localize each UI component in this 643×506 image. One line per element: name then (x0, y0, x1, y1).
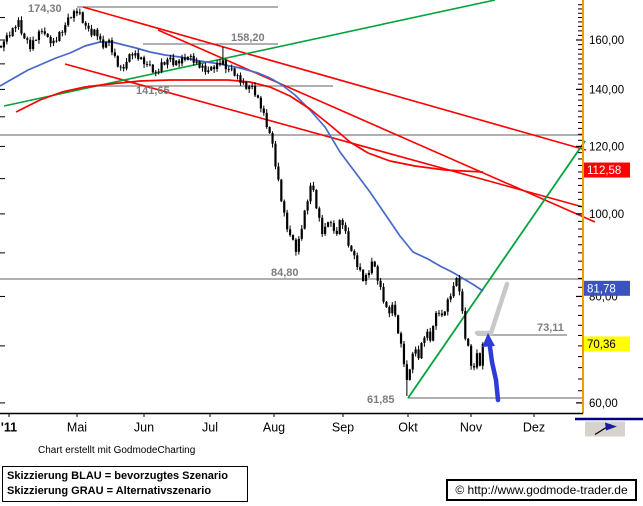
svg-text:81,78: 81,78 (587, 283, 616, 295)
axis-corner-toolbar (575, 417, 643, 437)
x-tick-label: '11 (1, 421, 17, 435)
x-tick-label: Dez (523, 421, 545, 435)
candles (0, 8, 484, 396)
downtrend-red-steep (157, 29, 596, 223)
y-tick-label: 140,00 (589, 84, 624, 96)
blue-arrowhead-icon (482, 333, 495, 347)
chart-credit-note: Chart erstellt mit GodmodeCharting (38, 445, 196, 456)
ma-red (15, 79, 484, 173)
legend-blue-scenario: Skizzierung BLAU = bevorzugtes Szenario (7, 470, 228, 482)
x-tick-label: Jul (202, 421, 218, 435)
time-axis: '11 Mai Jun Jul Aug Sep Okt Nov Dez (0, 412, 583, 435)
scenario-legend: Skizzierung BLAU = bevorzugtes Szenario … (2, 466, 248, 502)
svg-text:61,85: 61,85 (367, 394, 395, 406)
moving-averages (0, 41, 484, 292)
uptrend-green-old (3, 0, 496, 107)
svg-text:112,58: 112,58 (587, 165, 621, 177)
downtrend-red-lower (64, 63, 584, 208)
flag-icon (605, 422, 617, 431)
svg-text:70,36: 70,36 (587, 339, 616, 351)
x-tick-label: Sep (332, 421, 354, 435)
y-tick-label: 100,00 (589, 209, 624, 221)
price-level-labels: 174,30 158,20 141,65 84,80 73,11 61,85 (28, 3, 564, 406)
price-badge (584, 280, 630, 296)
svg-text:141,65: 141,65 (136, 85, 170, 97)
svg-text:174,30: 174,30 (28, 3, 62, 15)
svg-text:158,20: 158,20 (231, 32, 265, 44)
preferred-scenario-blue (487, 344, 501, 403)
svg-text:73,11: 73,11 (537, 322, 564, 334)
x-tick-label: Jun (134, 421, 154, 435)
flag-button[interactable] (585, 421, 625, 437)
price-badge (584, 336, 630, 352)
scenario-sketches (474, 281, 510, 403)
trendlines (3, 0, 596, 399)
uptrend-green-new (407, 140, 586, 399)
y-tick-label: 120,00 (589, 141, 624, 153)
y-tick-label: 60,00 (589, 398, 618, 410)
x-tick-label: Okt (398, 421, 418, 435)
legend-gray-scenario: Skizzierung GRAU = Alternativszenario (7, 485, 212, 497)
x-tick-label: Aug (263, 421, 285, 435)
y-tick-label: 160,00 (589, 35, 624, 47)
ma-blue (0, 41, 484, 292)
downtrend-red-upper (82, 6, 587, 151)
price-badges: 112,58 81,78 70,36 (584, 162, 630, 352)
copyright-link[interactable]: © http://www.godmode-trader.de (446, 479, 637, 501)
x-tick-label: Mai (67, 421, 87, 435)
alternative-scenario-gray (474, 281, 510, 336)
price-badge (584, 162, 630, 178)
svg-text:84,80: 84,80 (271, 267, 299, 279)
x-tick-label: Nov (460, 421, 483, 435)
